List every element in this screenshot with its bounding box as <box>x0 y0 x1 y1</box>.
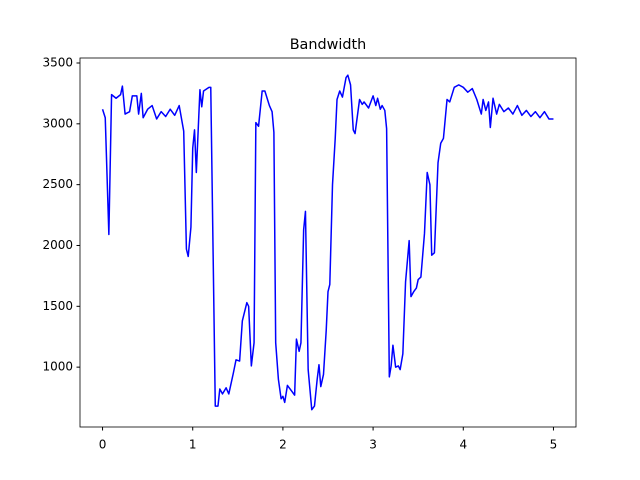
x-tick-label: 3 <box>369 438 377 452</box>
x-tick-label: 5 <box>550 438 558 452</box>
y-tick-label: 3000 <box>42 116 73 130</box>
y-tick-label: 2000 <box>42 238 73 252</box>
x-tick-label: 1 <box>189 438 197 452</box>
data-line <box>101 74 554 411</box>
chart-title: Bandwidth <box>290 37 367 53</box>
x-tick-label: 2 <box>279 438 287 452</box>
y-tick-label: 1500 <box>42 299 73 313</box>
x-tick-label: 0 <box>99 438 107 452</box>
y-tick-label: 2500 <box>42 177 73 191</box>
x-tick-label: 4 <box>459 438 467 452</box>
y-tick-label: 3500 <box>42 55 73 69</box>
y-tick-label: 1000 <box>42 360 73 374</box>
axes-frame <box>79 57 577 428</box>
